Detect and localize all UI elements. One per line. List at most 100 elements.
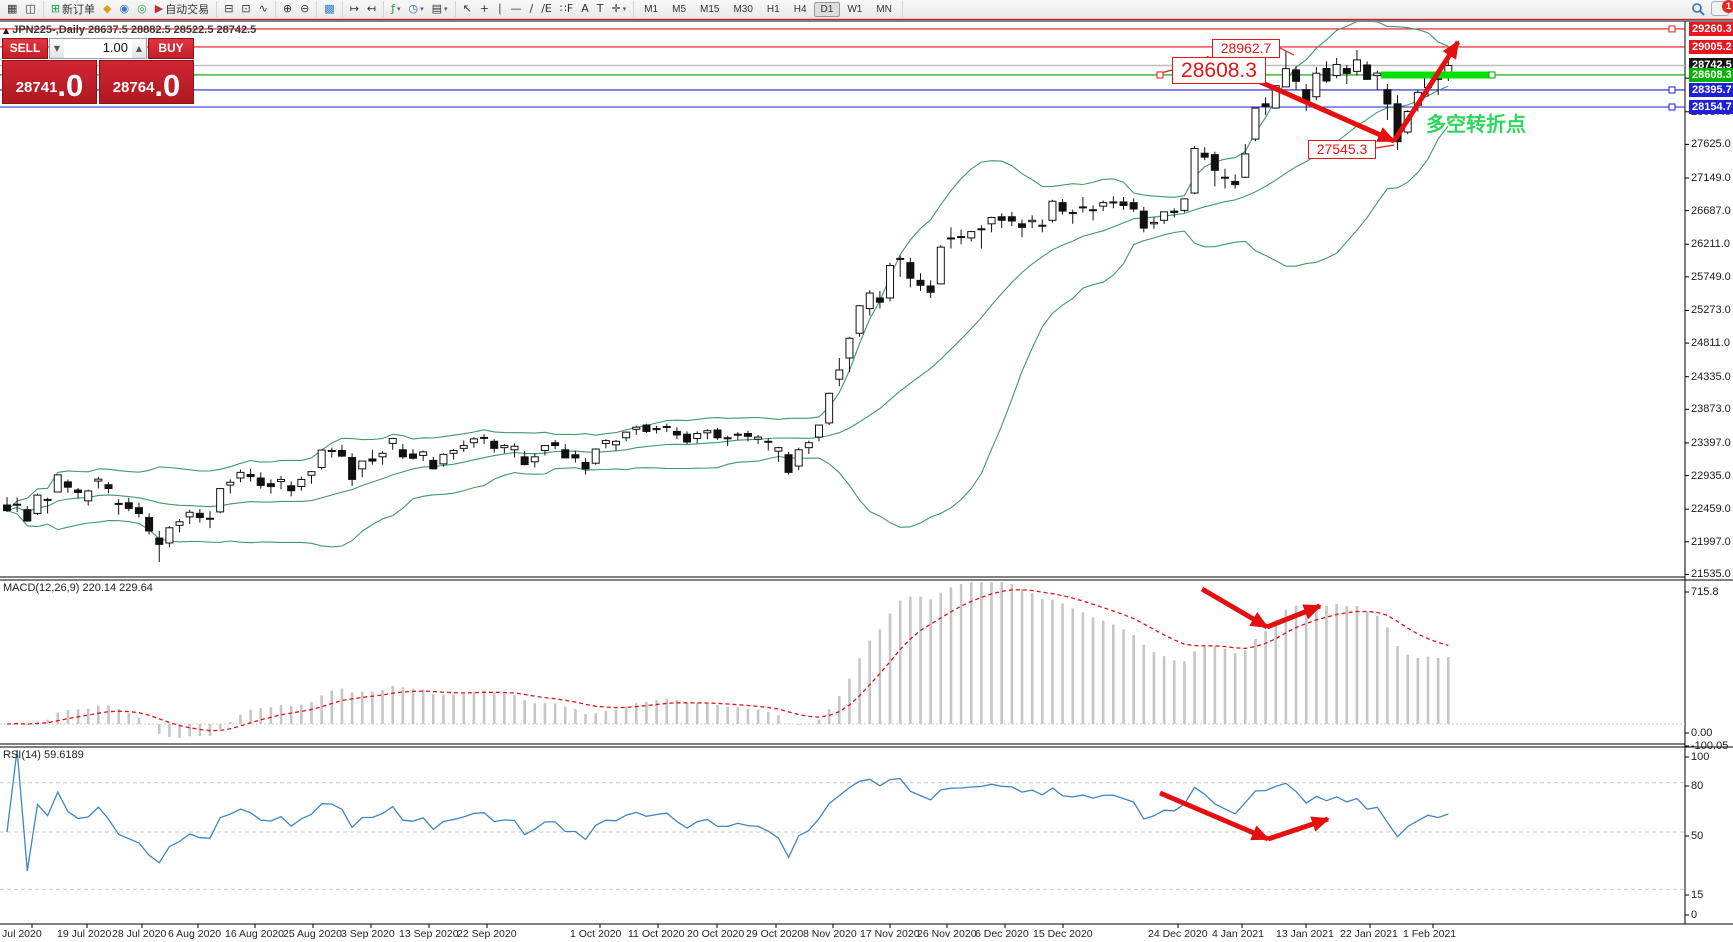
new-order-icon: ⊞: [50, 2, 61, 15]
arrows-tool-button[interactable]: ✛ ▾: [607, 0, 630, 18]
periods-dropdown-icon[interactable]: ▾: [420, 5, 424, 13]
autotrading-button[interactable]: ▶ 自动交易: [151, 0, 213, 18]
zoom-in-icon: ⊕: [282, 2, 293, 15]
new-order-label: 新订单: [62, 4, 96, 16]
search-icon[interactable]: [1691, 2, 1705, 16]
rsi-axis-label: 80: [1691, 780, 1704, 792]
text-label-icon: T: [596, 2, 604, 15]
macd-axis-label: -100.05: [1691, 740, 1729, 752]
text-button[interactable]: A: [577, 0, 593, 18]
timeframe-group: M1 M5 M15 M30 H1 H4 D1 W1 MN: [634, 1, 903, 17]
chat-icon[interactable]: 1: [1711, 0, 1733, 16]
price-tag-28608.3: 28608.3: [1689, 67, 1733, 82]
date-axis-label: 22 Sep 2020: [457, 928, 517, 940]
price-tag-29005.2: 29005.2: [1689, 39, 1733, 54]
date-axis-label: 19 Jul 2020: [57, 928, 112, 940]
timeframe-d1[interactable]: D1: [813, 1, 841, 17]
volume-stepper: ▼ 1.00 ▲: [49, 38, 147, 59]
indicators-button[interactable]: ƒ ▾: [387, 0, 404, 18]
price-axis-label: 24335.0: [1691, 370, 1731, 383]
date-axis-label: 17 Nov 2020: [860, 928, 920, 940]
timeframe-w1[interactable]: W1: [847, 3, 863, 15]
price-axis-label: 22935.0: [1691, 469, 1731, 482]
timeframe-m1[interactable]: M1: [644, 3, 659, 15]
equidistant-channel-button[interactable]: ∕E: [537, 0, 556, 18]
signals-button[interactable]: ◎: [133, 0, 151, 18]
timeframe-m15[interactable]: M15: [700, 3, 720, 15]
cursor-button[interactable]: ↖: [459, 0, 476, 18]
crosshair-button[interactable]: +: [476, 0, 493, 18]
fibonacci-button[interactable]: ∷F: [556, 0, 577, 18]
profiles-icon: ◫: [25, 2, 36, 15]
price-axis-label: 21535.0: [1691, 568, 1731, 581]
macd-label: MACD(12,26,9) 220.14 229.64: [3, 582, 153, 594]
vertical-line-button[interactable]: ∣: [493, 0, 507, 18]
volume-increase-button[interactable]: ▲: [132, 39, 146, 58]
macd-axis-label: 0.00: [1691, 727, 1713, 739]
price-axis-label: 23397.0: [1691, 436, 1731, 449]
volume-decrease-button[interactable]: ▼: [50, 39, 64, 58]
price-axis-label: 22459.0: [1691, 503, 1731, 516]
history-center-button[interactable]: ◆: [99, 0, 115, 18]
crosshair-icon: +: [479, 2, 489, 15]
auto-scroll-button[interactable]: ↦: [346, 0, 363, 18]
bollinger-bands: [6, 22, 1449, 548]
community-button[interactable]: ◉: [116, 0, 134, 18]
date-axis-label: 11 Oct 2020: [628, 928, 685, 940]
trendline-icon: ∕: [529, 2, 534, 15]
date-axis-label: 16 Aug 2020: [225, 928, 284, 940]
toolbar-group-scroll: ↦ ↤: [343, 0, 385, 18]
indicators-dropdown-icon[interactable]: ▾: [397, 5, 401, 13]
price-axis-label: 26687.0: [1691, 204, 1731, 217]
timeframe-h1[interactable]: H1: [766, 3, 780, 15]
arrows-tool-icon: ✛: [611, 2, 621, 15]
timeframe-m5[interactable]: M5: [672, 3, 687, 15]
buy-price-display[interactable]: 28764.0: [99, 60, 194, 104]
timeframe-h4[interactable]: H4: [793, 3, 807, 15]
buy-button[interactable]: BUY: [148, 38, 194, 59]
periods-button[interactable]: ◷ ▾: [405, 0, 428, 18]
toolbar: ▦ ◫ ⊞ 新订单 ◆ ◉ ◎ ▶ 自动交易 ⊟ ⊡ ∿ ⊕ ⊖ ▩ ↦ ↤ ƒ ▾ ◷ ▾ ▤ ▾ ↖ + ∣ — ∕ ∕E ∷F A T ✛…: [0, 0, 1733, 19]
turning-point-annotation[interactable]: 多空转折点: [1426, 114, 1526, 136]
trend-arrows-rsi[interactable]: [1159, 790, 1330, 842]
horizontal-line-button[interactable]: —: [507, 0, 526, 18]
high-callout[interactable]: 28962.7: [1212, 39, 1280, 58]
vertical-line-icon: ∣: [497, 2, 503, 15]
line-chart-button[interactable]: ∿: [255, 0, 272, 18]
macd-histogram: [6, 582, 1450, 738]
bar-chart-button[interactable]: ⊟: [220, 0, 237, 18]
new-chart-button[interactable]: ▦: [3, 0, 21, 18]
templates-dropdown-icon[interactable]: ▾: [444, 5, 448, 13]
arrows-tool-dropdown-icon[interactable]: ▾: [622, 5, 627, 13]
toolbar-group-objects: ↖ + ∣ — ∕ ∕E ∷F A T ✛ ▾: [456, 1, 635, 17]
tile-windows-icon: ▩: [324, 2, 335, 15]
trend-arrows-macd[interactable]: [1200, 586, 1322, 630]
price-tag-28154.7: 28154.7: [1689, 99, 1733, 114]
sell-button[interactable]: SELL: [2, 38, 48, 59]
date-axis-label: 6 Aug 2020: [168, 928, 222, 940]
new-order-button[interactable]: ⊞ 新订单: [47, 0, 99, 18]
toolbar-group-standard: ▦ ◫: [0, 1, 44, 17]
templates-button[interactable]: ▤ ▾: [428, 0, 452, 18]
timeframe-mn[interactable]: MN: [876, 3, 892, 15]
sell-price-display[interactable]: 28741.0: [2, 60, 97, 104]
trendline-button[interactable]: ∕: [526, 0, 538, 18]
candlestick-chart-button[interactable]: ⊡: [237, 0, 254, 18]
level-callout[interactable]: 28608.3: [1172, 57, 1266, 84]
text-icon: A: [581, 2, 589, 15]
tile-windows-button[interactable]: ▩: [320, 0, 338, 18]
zoom-in-button[interactable]: ⊕: [279, 0, 296, 18]
chart-shift-button[interactable]: ↤: [363, 0, 380, 18]
volume-input[interactable]: 1.00: [102, 40, 128, 55]
low-callout[interactable]: 27545.3: [1308, 140, 1376, 159]
text-label-button[interactable]: T: [593, 0, 608, 18]
zoom-out-button[interactable]: ⊖: [296, 0, 313, 18]
rsi-line: [6, 749, 1449, 872]
timeframe-m30[interactable]: M30: [733, 3, 753, 15]
date-axis-label: 1 Oct 2020: [570, 928, 622, 940]
macd-axis-label: 715.8: [1691, 586, 1719, 598]
rsi-axis-label: 100: [1691, 751, 1710, 763]
toolbar-group-windows: ▩: [317, 0, 343, 18]
profiles-button[interactable]: ◫: [21, 0, 39, 18]
